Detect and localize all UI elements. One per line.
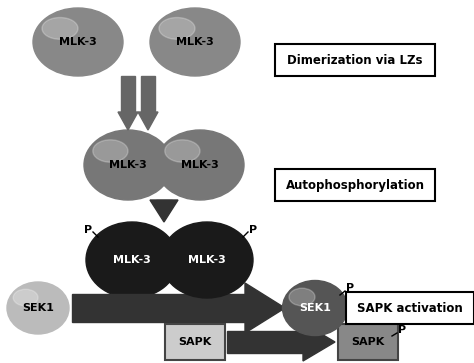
Ellipse shape bbox=[86, 222, 178, 298]
Text: MLK-3: MLK-3 bbox=[176, 37, 214, 47]
Text: SEK1: SEK1 bbox=[299, 303, 331, 313]
Ellipse shape bbox=[283, 281, 347, 335]
Ellipse shape bbox=[13, 289, 38, 306]
Text: P: P bbox=[84, 225, 92, 235]
Bar bbox=[346, 292, 474, 324]
Text: Dimerization via LZs: Dimerization via LZs bbox=[287, 53, 423, 66]
Polygon shape bbox=[138, 112, 158, 130]
Bar bbox=[275, 169, 435, 201]
Bar bbox=[156, 200, 172, 202]
Bar bbox=[141, 76, 155, 112]
Bar bbox=[227, 331, 303, 353]
Polygon shape bbox=[303, 323, 335, 361]
Text: P: P bbox=[398, 325, 406, 335]
Ellipse shape bbox=[161, 222, 253, 298]
Text: P: P bbox=[249, 225, 257, 235]
Ellipse shape bbox=[93, 140, 128, 162]
Bar bbox=[165, 324, 225, 360]
Text: SEK1: SEK1 bbox=[22, 303, 54, 313]
Text: MLK-3: MLK-3 bbox=[59, 37, 97, 47]
Ellipse shape bbox=[159, 17, 195, 39]
Text: SAPK: SAPK bbox=[178, 337, 211, 347]
Text: SAPK activation: SAPK activation bbox=[357, 302, 463, 314]
Ellipse shape bbox=[7, 282, 69, 334]
Text: MLK-3: MLK-3 bbox=[181, 160, 219, 170]
Bar bbox=[275, 44, 435, 76]
Ellipse shape bbox=[42, 17, 78, 39]
Ellipse shape bbox=[289, 288, 315, 306]
Polygon shape bbox=[118, 112, 138, 130]
Ellipse shape bbox=[33, 8, 123, 76]
Bar bbox=[121, 76, 135, 112]
Text: MLK-3: MLK-3 bbox=[113, 255, 151, 265]
Bar bbox=[338, 324, 398, 360]
Text: Autophosphorylation: Autophosphorylation bbox=[285, 179, 425, 192]
Ellipse shape bbox=[165, 140, 200, 162]
Ellipse shape bbox=[156, 130, 244, 200]
Polygon shape bbox=[245, 283, 285, 333]
Text: MLK-3: MLK-3 bbox=[109, 160, 147, 170]
Bar bbox=[72, 294, 245, 322]
Text: P: P bbox=[346, 283, 354, 293]
Text: MLK-3: MLK-3 bbox=[188, 255, 226, 265]
Ellipse shape bbox=[84, 130, 172, 200]
Ellipse shape bbox=[150, 8, 240, 76]
Text: SAPK: SAPK bbox=[351, 337, 384, 347]
Polygon shape bbox=[150, 200, 178, 222]
